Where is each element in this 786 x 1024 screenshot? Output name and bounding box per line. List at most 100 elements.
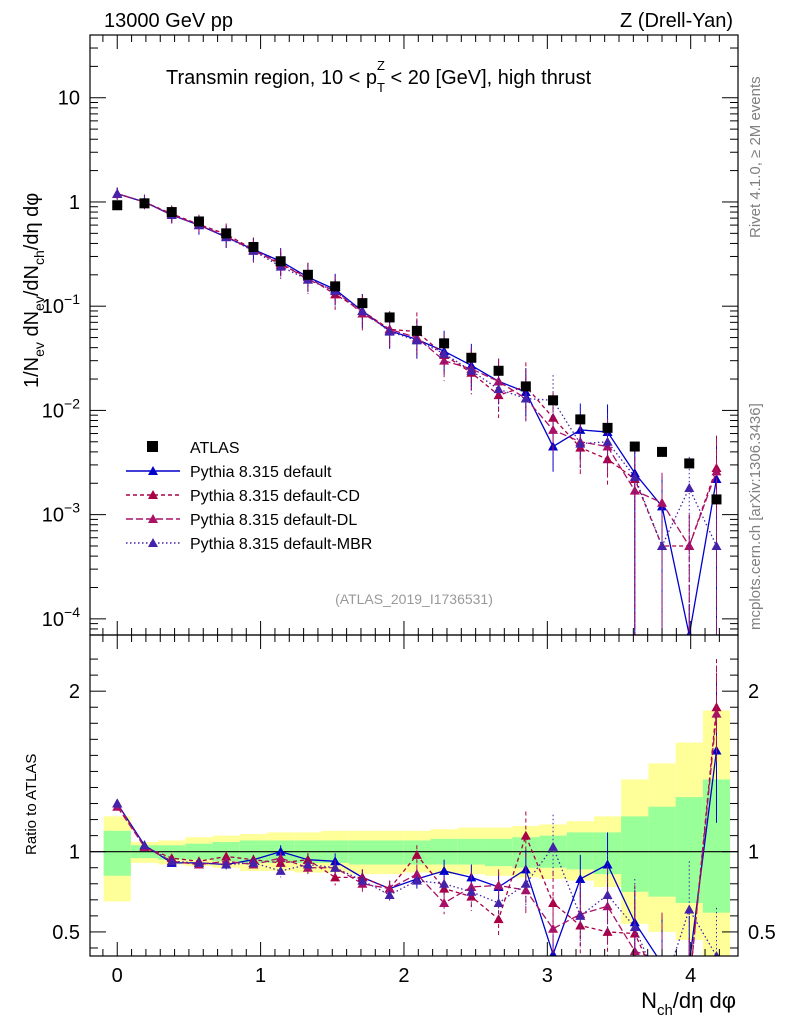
- main-series-point: [493, 376, 504, 386]
- ratio-series-point: [330, 862, 341, 872]
- x-axis-label: Nch/dη dφ: [641, 988, 736, 1019]
- data-point-atlas: [384, 312, 395, 323]
- ratio-series-point: [466, 886, 477, 896]
- ratio-band-green: [158, 845, 186, 860]
- ratio-y-tick-label-right: 2: [748, 681, 759, 703]
- reference-label: (ATLAS_2019_I1736531): [335, 591, 493, 607]
- ratio-y-tick-label-right: 1: [748, 842, 759, 864]
- ratio-series-point: [193, 857, 204, 867]
- side-label-mcplots: mcplots.cern.ch [arXiv:1306.3436]: [747, 403, 764, 630]
- data-point-atlas: [112, 200, 123, 211]
- main-series-line: [117, 193, 718, 547]
- ratio-series-point: [602, 901, 613, 911]
- main-series-point: [357, 305, 368, 315]
- data-point-atlas: [139, 198, 150, 209]
- legend-marker: [148, 538, 158, 547]
- data-point-atlas: [548, 395, 559, 406]
- ratio-series-point: [493, 914, 504, 924]
- ratio-series-point: [657, 988, 667, 997]
- header-right: Z (Drell-Yan): [620, 10, 733, 32]
- main-series-point: [602, 441, 613, 451]
- ratio-panel: [90, 659, 738, 997]
- ratio-series-point: [661, 955, 663, 956]
- legend-label: ATLAS: [190, 440, 240, 457]
- ratio-series-point: [439, 878, 450, 888]
- ratio-series-point: [713, 951, 720, 956]
- ratio-series-point: [602, 890, 613, 900]
- data-point-atlas: [330, 281, 341, 292]
- data-point-atlas: [411, 325, 422, 336]
- ratio-series-point: [629, 946, 640, 956]
- ratio-series-point: [657, 988, 667, 997]
- ratio-series-point: [302, 859, 313, 869]
- ratio-band-green: [103, 830, 131, 876]
- main-series-point: [684, 483, 695, 493]
- ratio-ylabel: Ratio to ATLAS: [23, 754, 40, 855]
- main-series-point: [493, 384, 504, 394]
- y-tick-label: 10−1: [42, 291, 80, 318]
- main-series-point: [629, 471, 640, 481]
- ratio-series-point: [384, 890, 395, 900]
- data-point-atlas: [602, 422, 613, 433]
- data-point-atlas: [657, 446, 668, 457]
- x-tick-label: 2: [398, 965, 409, 987]
- legend-marker: [148, 514, 158, 523]
- legend-marker: [148, 466, 158, 475]
- data-point-atlas: [575, 414, 586, 425]
- legend-label: Pythia 8.315 default-DL: [190, 512, 357, 529]
- ratio-series-point: [411, 849, 422, 859]
- ratio-y-tick-label: 0.5: [52, 922, 80, 944]
- header-left: 13000 GeV pp: [104, 10, 233, 32]
- ratio-series-point: [275, 865, 286, 875]
- ratio-series-point: [112, 798, 123, 808]
- data-point-atlas: [520, 381, 531, 392]
- main-series-point: [657, 541, 668, 551]
- main-series-line: [117, 193, 718, 548]
- x-tick-label: 3: [542, 965, 553, 987]
- data-point-atlas: [248, 241, 259, 252]
- ratio-series-point: [275, 846, 286, 856]
- data-point-atlas: [466, 352, 477, 363]
- ratio-series-point: [520, 830, 531, 840]
- main-series-line: [117, 193, 718, 635]
- ratio-series-point: [275, 853, 286, 863]
- ratio-series-point: [711, 708, 722, 718]
- ratio-series-point: [629, 928, 640, 938]
- ratio-frame: [89, 634, 739, 957]
- data-point-atlas: [302, 269, 313, 280]
- y-tick-label: 10−2: [42, 395, 80, 422]
- ratio-series-point: [493, 898, 504, 908]
- data-point-atlas: [357, 298, 368, 309]
- ratio-series-point: [221, 859, 232, 869]
- main-series-point: [520, 393, 531, 403]
- main-series-point: [548, 424, 559, 434]
- main-series-point: [657, 497, 668, 507]
- data-point-atlas: [166, 207, 177, 218]
- ratio-series-point: [439, 883, 450, 893]
- ratio-band-green: [484, 838, 513, 867]
- ratio-series-point: [548, 923, 559, 933]
- legend: ATLAS Pythia 8.315 default Pythia 8.315 de…: [126, 440, 372, 553]
- main-panel: [112, 187, 722, 635]
- ratio-series-point: [684, 904, 695, 914]
- ratio-series-point: [248, 857, 259, 867]
- main-series-point: [602, 436, 613, 446]
- ratio-series-point: [548, 841, 559, 851]
- ratio-series-point: [575, 873, 586, 883]
- ratio-band-green: [376, 840, 404, 865]
- data-point-atlas: [493, 365, 504, 376]
- ratio-series-point: [411, 869, 422, 879]
- side-label-rivet: Rivet 4.1.0, ≥ 2M events: [747, 76, 764, 238]
- ratio-series-point: [166, 856, 177, 866]
- chart-title: Transmin region, 10 < pTZ < 20 [GeV], hi…: [166, 58, 592, 95]
- ratio-band-green: [621, 816, 649, 892]
- ratio-series-point: [411, 875, 422, 885]
- legend-label: Pythia 8.315 default-CD: [190, 488, 360, 505]
- main-series-point: [466, 365, 477, 375]
- ratio-series-point: [657, 959, 667, 968]
- data-point-atlas: [193, 216, 204, 227]
- ratio-y-tick-label: 2: [69, 681, 80, 703]
- ratio-y-tick-label-right: 0.5: [748, 922, 776, 944]
- x-tick-label: 1: [255, 965, 266, 987]
